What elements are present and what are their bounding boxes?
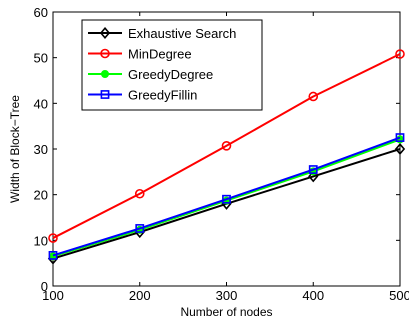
- legend-mindegree-circle-marker: [100, 48, 110, 59]
- data-point-exhaustive-search-diamond-marker: [394, 142, 406, 156]
- y-axis-label: Width of Block−Tree: [8, 95, 22, 203]
- series-line-mindegree: [52, 53, 401, 239]
- x-axis-label: Number of nodes: [180, 305, 272, 319]
- data-point-greedyfillin-square-marker: [395, 133, 405, 142]
- legend-label-exhaustive-search: Exhaustive Search: [128, 26, 236, 41]
- series-line-greedyfillin: [52, 136, 401, 257]
- legend-label-mindegree: MinDegree: [128, 47, 192, 62]
- x-tick-label: 400: [302, 288, 324, 303]
- y-tick-label: 60: [34, 5, 48, 20]
- legend-entry-exhaustive-search: Exhaustive Search: [88, 26, 236, 41]
- data-point-mindegree-circle-marker: [221, 141, 232, 151]
- data-point-mindegree-circle-marker: [48, 233, 58, 243]
- data-point-mindegree-circle-marker: [308, 91, 319, 102]
- legend-greedydegree-filled-circle-marker: [101, 70, 110, 79]
- y-tick-label: 20: [34, 188, 48, 203]
- series-mindegree: [48, 49, 405, 243]
- y-tick-label: 30: [34, 142, 48, 157]
- data-point-mindegree-circle-marker: [395, 49, 405, 59]
- data-point-mindegree-circle-marker: [134, 188, 145, 199]
- x-tick-label: 200: [129, 288, 151, 303]
- data-series: [47, 49, 406, 265]
- legend-entry-greedydegree: GreedyDegree: [88, 67, 213, 82]
- y-tick-label: 40: [34, 96, 48, 111]
- data-point-exhaustive-search-diamond-marker: [308, 170, 319, 183]
- y-tick-label: 50: [34, 51, 48, 66]
- x-tick-label: 100: [42, 288, 64, 303]
- y-tick-label: 10: [34, 233, 48, 248]
- legend-entry-mindegree: MinDegree: [88, 47, 192, 62]
- legend-entries: Exhaustive Search MinDegree GreedyDegree Gr…: [88, 26, 236, 103]
- data-point-greedyfillin-square-marker: [135, 224, 145, 233]
- x-tick-label: 300: [216, 288, 238, 303]
- series-greedyfillin: [48, 133, 405, 260]
- data-point-greedyfillin-square-marker: [308, 165, 318, 174]
- x-tick-label: 500: [389, 288, 409, 303]
- legend-greedyfillin-square-marker: [100, 90, 110, 99]
- legend-entry-greedyfillin: GreedyFillin: [88, 88, 197, 103]
- data-point-greedyfillin-square-marker: [222, 194, 231, 204]
- legend-label-greedyfillin: GreedyFillin: [128, 88, 197, 103]
- legend-label-greedydegree: GreedyDegree: [128, 67, 213, 82]
- legend-exhaustive-search-diamond-marker: [99, 26, 111, 40]
- tick-labels: 100 200 300 400 500 0 10 20 30 40 50 60: [34, 5, 409, 303]
- legend: Exhaustive Search MinDegree GreedyDegree Gr…: [81, 19, 263, 111]
- data-point-greedyfillin-square-marker: [48, 251, 58, 260]
- y-tick-label: 0: [41, 279, 48, 294]
